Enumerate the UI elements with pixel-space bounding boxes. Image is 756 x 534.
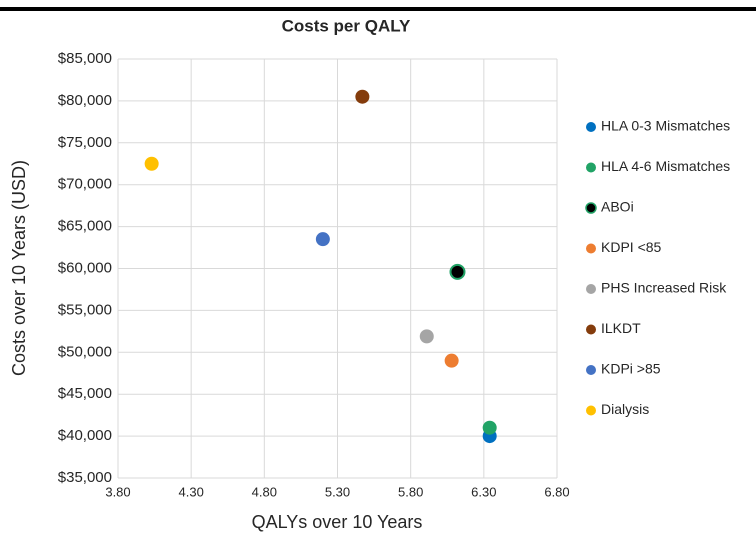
legend-label: PHS Increased Risk [601,280,727,296]
legend-label: ILKDT [601,320,641,336]
legend-marker [586,324,596,335]
point [482,420,497,435]
y-tick-label: $55,000 [58,301,112,318]
point [444,353,459,368]
x-tick-label: 5.30 [325,484,350,499]
legend-label: KDPi >85 [601,361,661,377]
y-tick-label: $75,000 [58,134,112,151]
y-tick-label: $70,000 [58,176,112,193]
y-tick-label: $80,000 [58,92,112,109]
y-tick-label: $50,000 [58,343,112,360]
y-tick-label: $65,000 [58,218,112,235]
legend-marker [586,284,596,294]
legend-marker [586,243,596,254]
x-tick-label: 5.80 [398,484,423,499]
point [144,156,159,171]
x-tick-label: 4.80 [252,484,277,499]
legend-marker [586,162,596,173]
legend-marker [586,365,596,375]
chart-title: Costs per QALY [282,16,411,35]
legend-marker [585,202,597,214]
x-tick-label: 6.30 [471,484,496,499]
y-tick-label: $85,000 [58,50,112,67]
legend-label: HLA 4-6 Mismatches [601,158,730,174]
point [315,232,330,247]
point [419,329,434,344]
y-tick-label: $40,000 [58,427,112,444]
point [355,89,370,104]
x-tick-label: 4.30 [179,484,204,499]
x-tick-label: 6.80 [544,484,569,499]
legend-label: KDPI <85 [601,239,662,255]
legend-label: ABOi [601,199,634,215]
legend-label: HLA 0-3 Mismatches [601,118,730,134]
x-tick-label: 3.80 [105,484,130,499]
x-axis-label: QALYs over 10 Years [252,512,423,532]
y-axis-label: Costs over 10 Years (USD) [9,160,29,376]
y-tick-label: $45,000 [58,385,112,402]
point [449,263,466,280]
y-tick-label: $60,000 [58,259,112,276]
legend-marker [586,405,596,416]
legend-label: Dialysis [601,401,649,417]
y-tick-label: $35,000 [58,469,112,486]
top-border [0,7,756,11]
legend-marker [586,122,596,132]
